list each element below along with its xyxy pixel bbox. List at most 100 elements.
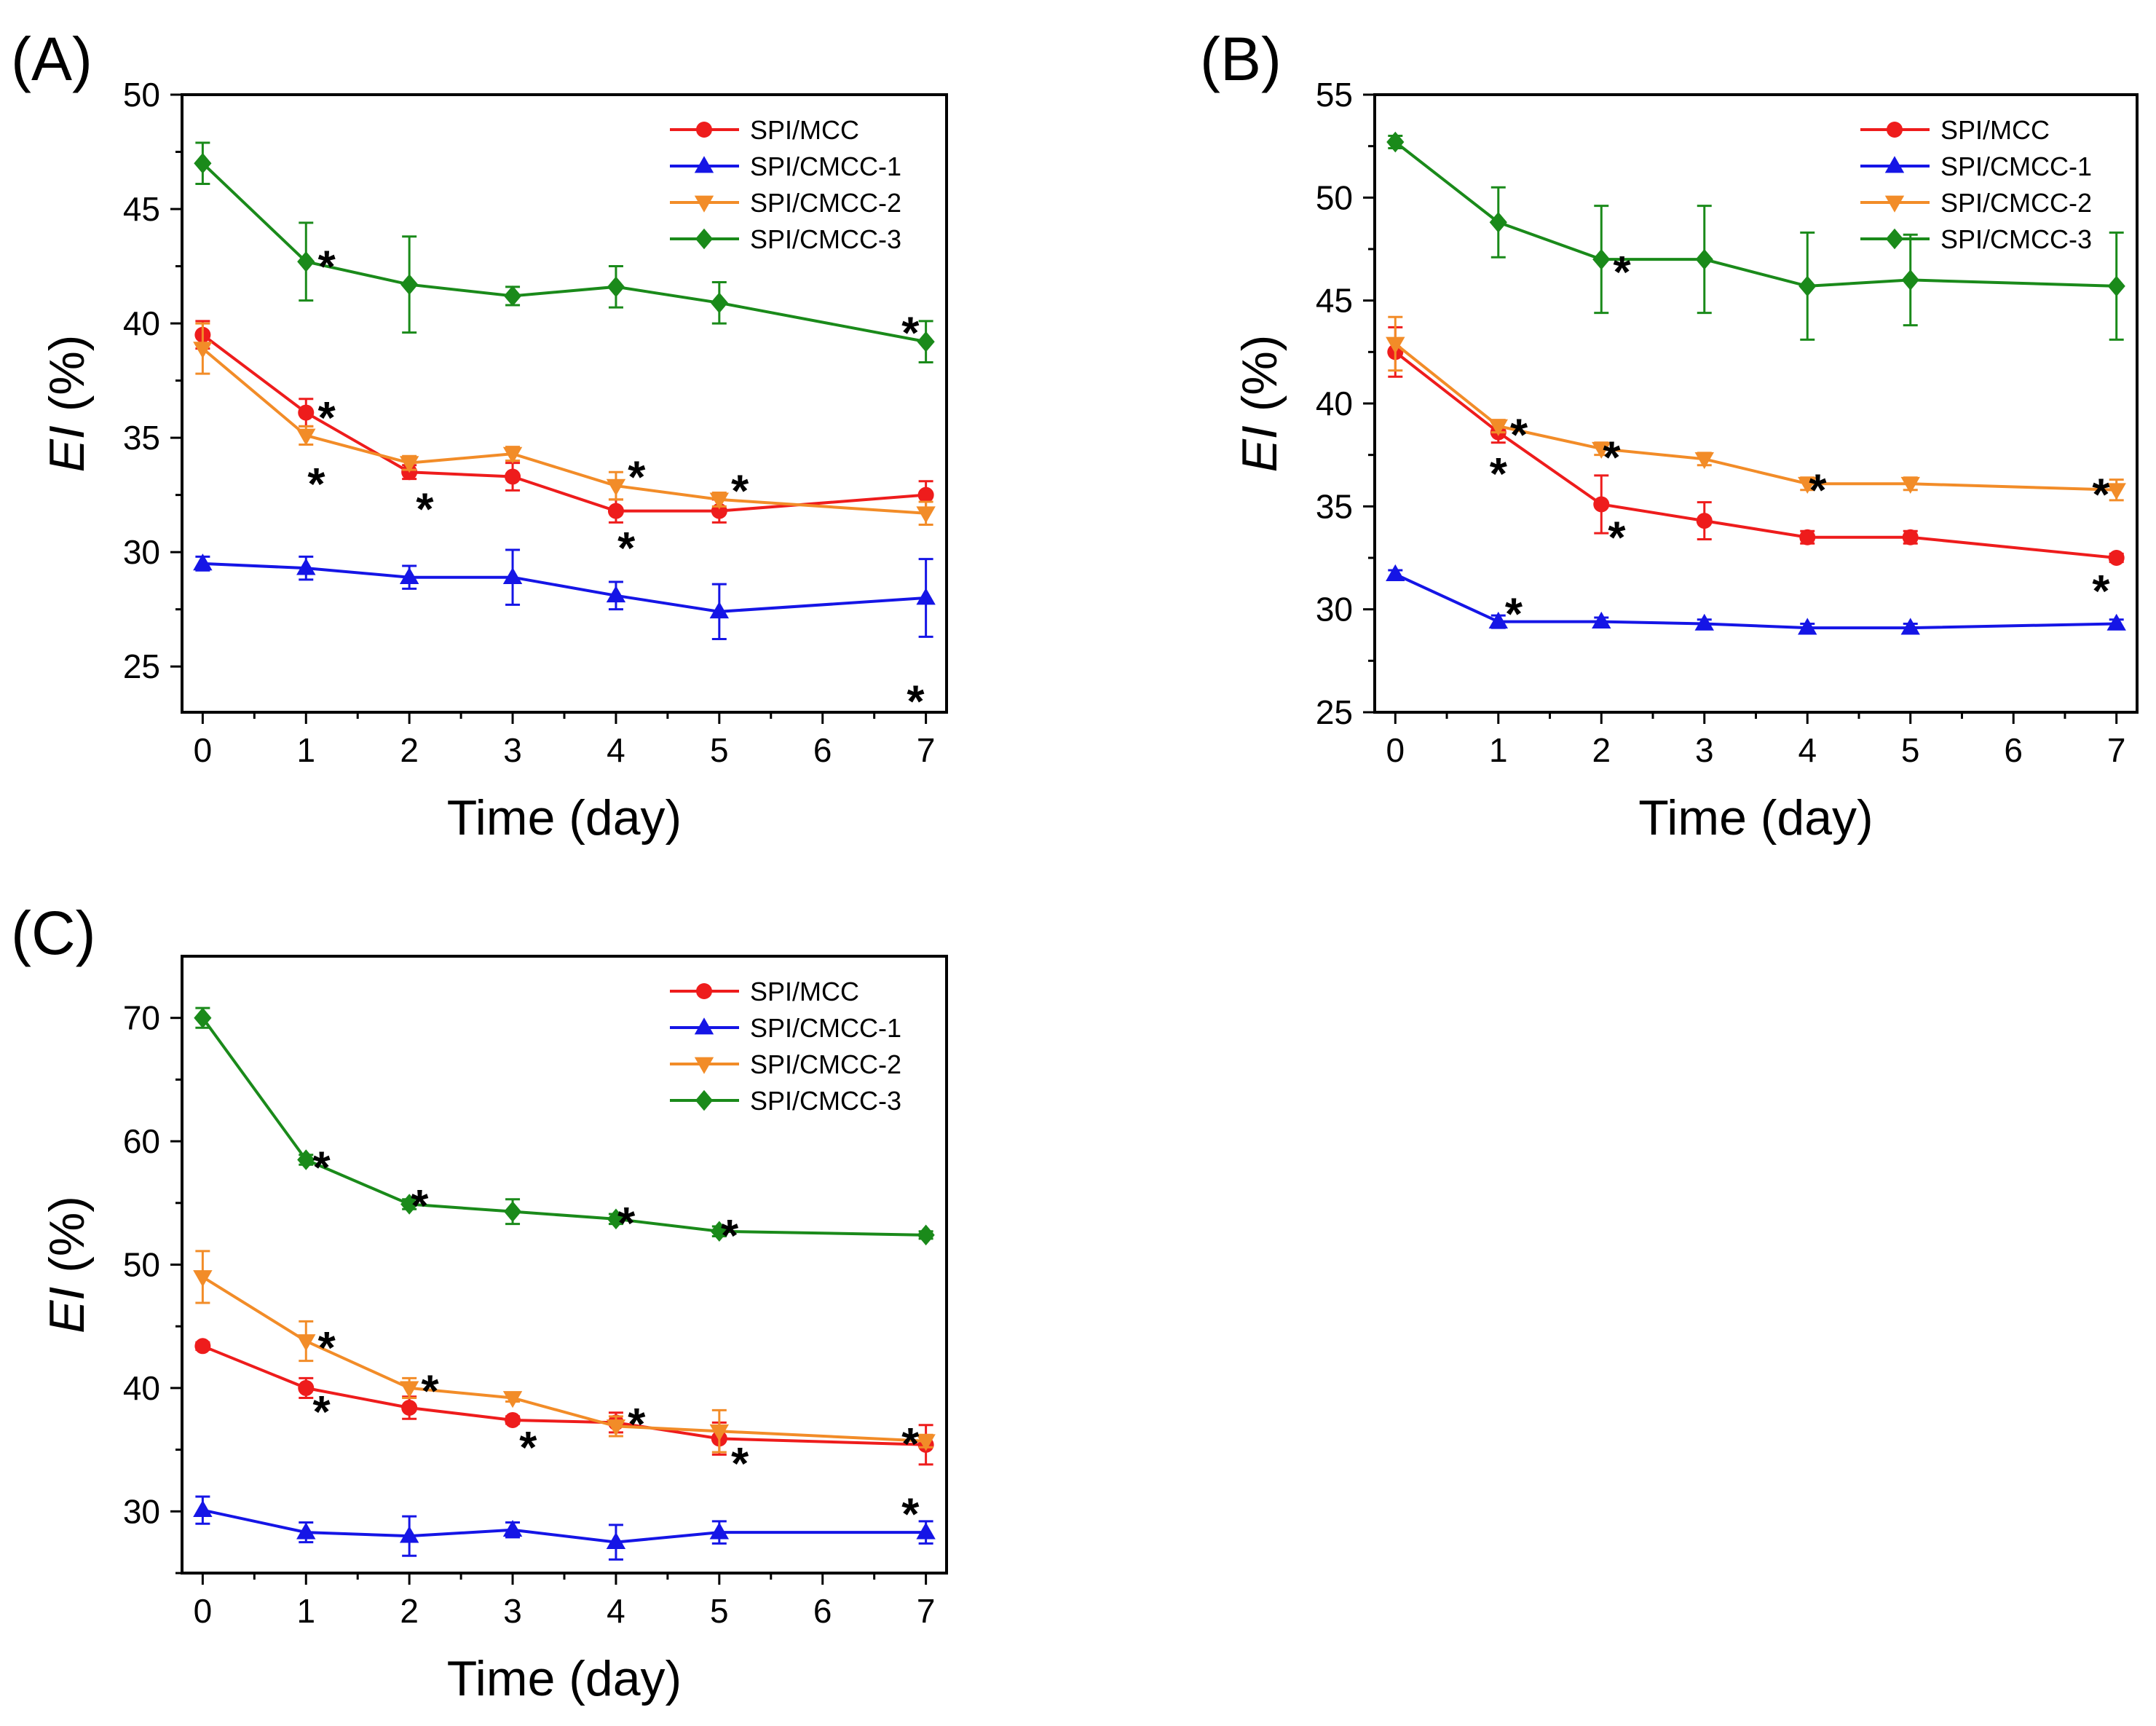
significance-star: * [1490, 449, 1508, 500]
data-point [1798, 275, 1817, 297]
legend-label: SPI/CMCC-3 [1940, 224, 2092, 254]
series-3 [193, 322, 936, 526]
data-point [607, 503, 624, 519]
data-point [916, 1434, 936, 1451]
data-point [296, 1334, 316, 1352]
data-point [401, 1400, 418, 1416]
y-axis-title-unit: (%) [39, 335, 95, 426]
x-tick-label: 4 [1798, 731, 1817, 769]
series-2 [193, 1495, 936, 1561]
data-point [194, 1338, 211, 1355]
data-point [1902, 529, 1919, 545]
series-1 [194, 320, 934, 524]
data-point [709, 492, 730, 510]
significance-star: * [307, 460, 325, 510]
data-point [400, 1194, 419, 1215]
data-point [2108, 550, 2125, 566]
data-point [1592, 248, 1611, 270]
data-point [709, 1522, 730, 1540]
legend-marker [694, 156, 714, 173]
legend-label: SPI/MCC [750, 977, 859, 1006]
chart-panel-3: (C) 0 1 2 3 4 5 6 7 30 40 50 60 70 Time (day) EI (%) SPI… [11, 899, 948, 1706]
x-tick-label: 6 [2004, 731, 2023, 769]
data-point [399, 1526, 419, 1543]
data-point [298, 1379, 315, 1396]
significance-star: * [907, 677, 925, 727]
data-point [2106, 613, 2126, 631]
y-tick-label: 40 [123, 304, 160, 342]
y-tick-label: 30 [123, 533, 160, 571]
significance-star: * [617, 524, 636, 574]
data-point [917, 1224, 935, 1246]
panel-label: (A) [11, 25, 92, 93]
y-tick-label: 45 [1316, 282, 1353, 320]
x-axis-title: Time (day) [447, 790, 682, 846]
x-tick-label: 2 [400, 731, 419, 769]
data-point [505, 1411, 521, 1428]
y-axis-title: EI (%) [39, 1196, 95, 1333]
significance-star: * [318, 393, 336, 444]
data-point [710, 292, 728, 314]
y-tick-label: 35 [123, 419, 160, 457]
data-point [1488, 611, 1508, 628]
y-tick-label: 40 [1316, 385, 1353, 422]
significance-star: * [1809, 466, 1827, 516]
significance-star: * [411, 1181, 429, 1232]
y-tick-label: 30 [123, 1492, 160, 1530]
x-tick-label: 1 [1489, 731, 1508, 769]
data-point [399, 1381, 419, 1398]
data-point [503, 285, 522, 307]
x-tick-label: 3 [1695, 731, 1714, 769]
x-tick-label: 4 [607, 1592, 625, 1630]
legend-marker [1884, 195, 1905, 213]
y-tick-label: 50 [1316, 178, 1353, 216]
legend: SPI/MCC SPI/CMCC-1 SPI/CMCC-2 SPI/CMCC-3 [1860, 115, 2092, 254]
significance-star: * [421, 1366, 439, 1416]
data-point [502, 567, 523, 585]
legend-marker [1884, 156, 1905, 173]
y-tick-label: 50 [123, 76, 160, 114]
x-tick-label: 7 [917, 1592, 936, 1630]
y-tick-label: 70 [123, 999, 160, 1037]
data-point [296, 428, 316, 446]
x-tick-label: 5 [710, 1592, 729, 1630]
series-1 [1387, 326, 2125, 566]
legend: SPI/MCC SPI/CMCC-1 SPI/CMCC-2 SPI/CMCC-3 [670, 115, 901, 254]
data-point [502, 446, 523, 464]
data-point [296, 558, 316, 575]
data-point [1900, 618, 1920, 635]
significance-star: * [1510, 410, 1528, 460]
x-tick-label: 0 [1386, 731, 1405, 769]
legend-label: SPI/CMCC-2 [750, 1049, 901, 1079]
data-point [193, 1270, 213, 1288]
data-point [1488, 419, 1508, 436]
data-point [1592, 611, 1611, 628]
y-tick-label: 40 [123, 1369, 160, 1407]
significance-star: * [318, 243, 336, 293]
y-tick-label: 45 [123, 190, 160, 228]
legend-label: SPI/CMCC-1 [750, 1013, 901, 1043]
data-point [1489, 211, 1507, 233]
significance-star: * [519, 1423, 537, 1473]
data-point [710, 1221, 728, 1242]
y-axis-title-italic: EI [1232, 425, 1287, 472]
data-point [1900, 476, 1920, 494]
data-point [502, 1519, 523, 1537]
data-point [916, 1522, 936, 1540]
legend-marker [1887, 122, 1903, 138]
data-point [1798, 476, 1817, 494]
data-point [193, 553, 213, 571]
x-tick-label: 0 [194, 1592, 213, 1630]
series-3 [1386, 315, 2126, 502]
data-point [1695, 248, 1713, 270]
x-tick-label: 3 [503, 731, 522, 769]
y-tick-label: 35 [1316, 487, 1353, 525]
significance-star: * [901, 309, 920, 359]
series-4 [194, 141, 935, 363]
data-point [503, 1201, 522, 1222]
data-point [399, 456, 419, 473]
y-axis-title: EI (%) [39, 335, 95, 473]
legend-marker [694, 1017, 714, 1035]
data-point [917, 331, 935, 352]
